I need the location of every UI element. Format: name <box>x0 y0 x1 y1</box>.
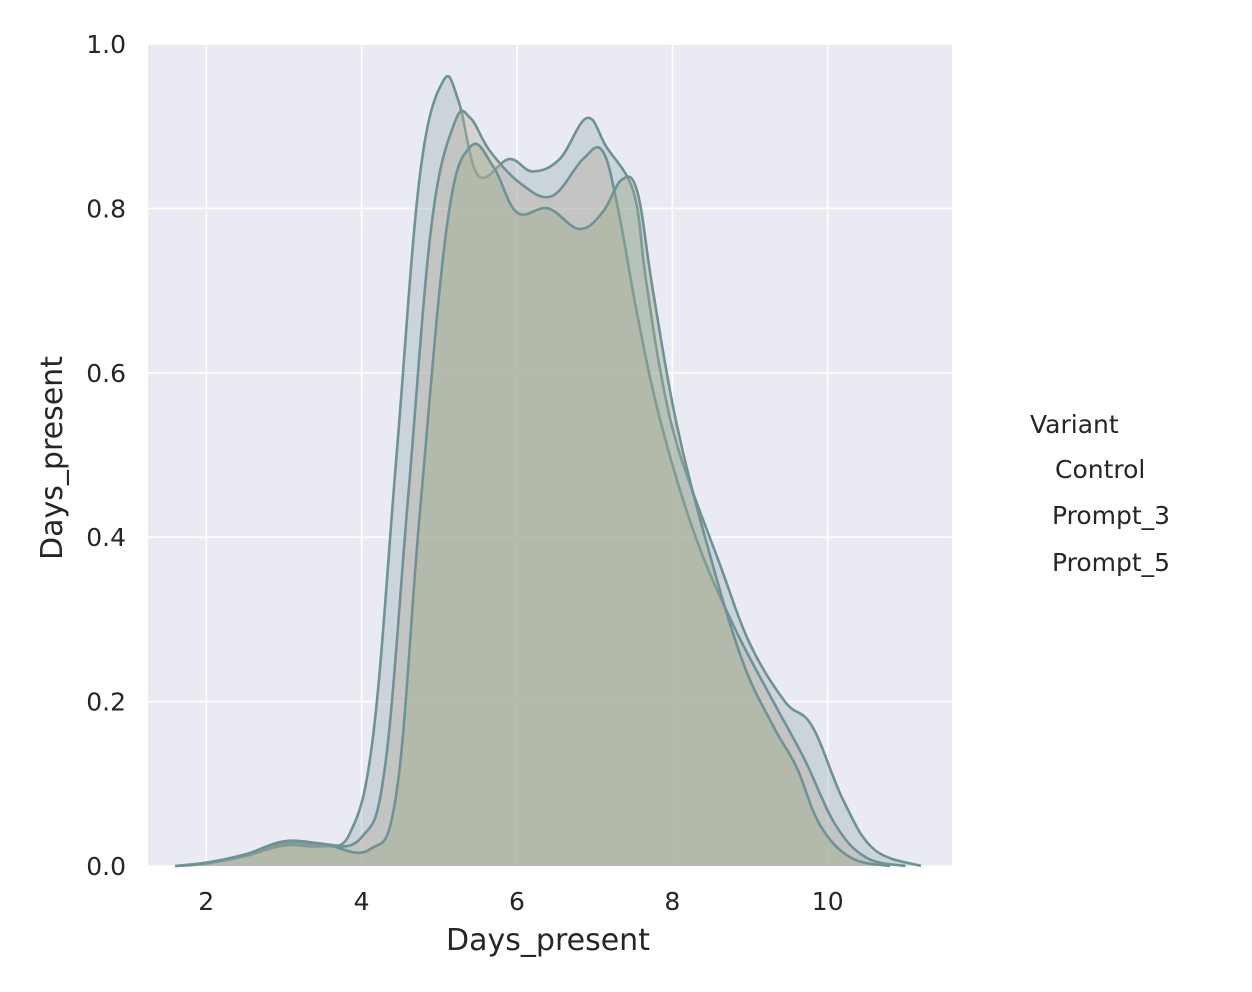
legend-entry-control: Control <box>1055 455 1145 484</box>
x-tick-label: 8 <box>664 887 680 916</box>
x-tick-label: 6 <box>509 887 525 916</box>
legend: Variant Control Prompt_3 Prompt_5 <box>1030 410 1170 577</box>
y-tick-label: 0.8 <box>86 194 126 223</box>
legend-title: Variant <box>1030 410 1119 439</box>
y-tick-label: 0.4 <box>86 523 126 552</box>
y-axis-ticks: 0.0 0.2 0.4 0.6 0.8 1.0 <box>86 30 126 881</box>
x-axis-ticks: 2 4 6 8 10 <box>198 887 843 916</box>
x-axis-label: Days_present <box>446 923 650 958</box>
series-areas <box>175 74 922 868</box>
x-tick-label: 10 <box>812 887 844 916</box>
series-line-prompt-5 <box>175 142 891 868</box>
y-axis-label: Days_present <box>35 356 70 560</box>
series-area-prompt-5 <box>175 143 890 866</box>
plot-background <box>148 44 952 866</box>
y-tick-label: 0.6 <box>86 359 126 388</box>
series-line-control <box>175 74 922 868</box>
series-line-prompt-3 <box>175 109 906 868</box>
y-tick-label: 1.0 <box>86 30 126 59</box>
y-tick-label: 0.2 <box>86 688 126 717</box>
series-area-control <box>175 76 921 866</box>
x-tick-label: 4 <box>354 887 370 916</box>
legend-entry-prompt-3: Prompt_3 <box>1052 501 1170 530</box>
series-area-prompt-3 <box>175 110 906 867</box>
x-tick-label: 2 <box>198 887 214 916</box>
legend-entry-prompt-5: Prompt_5 <box>1052 548 1170 577</box>
y-tick-label: 0.0 <box>86 852 126 881</box>
